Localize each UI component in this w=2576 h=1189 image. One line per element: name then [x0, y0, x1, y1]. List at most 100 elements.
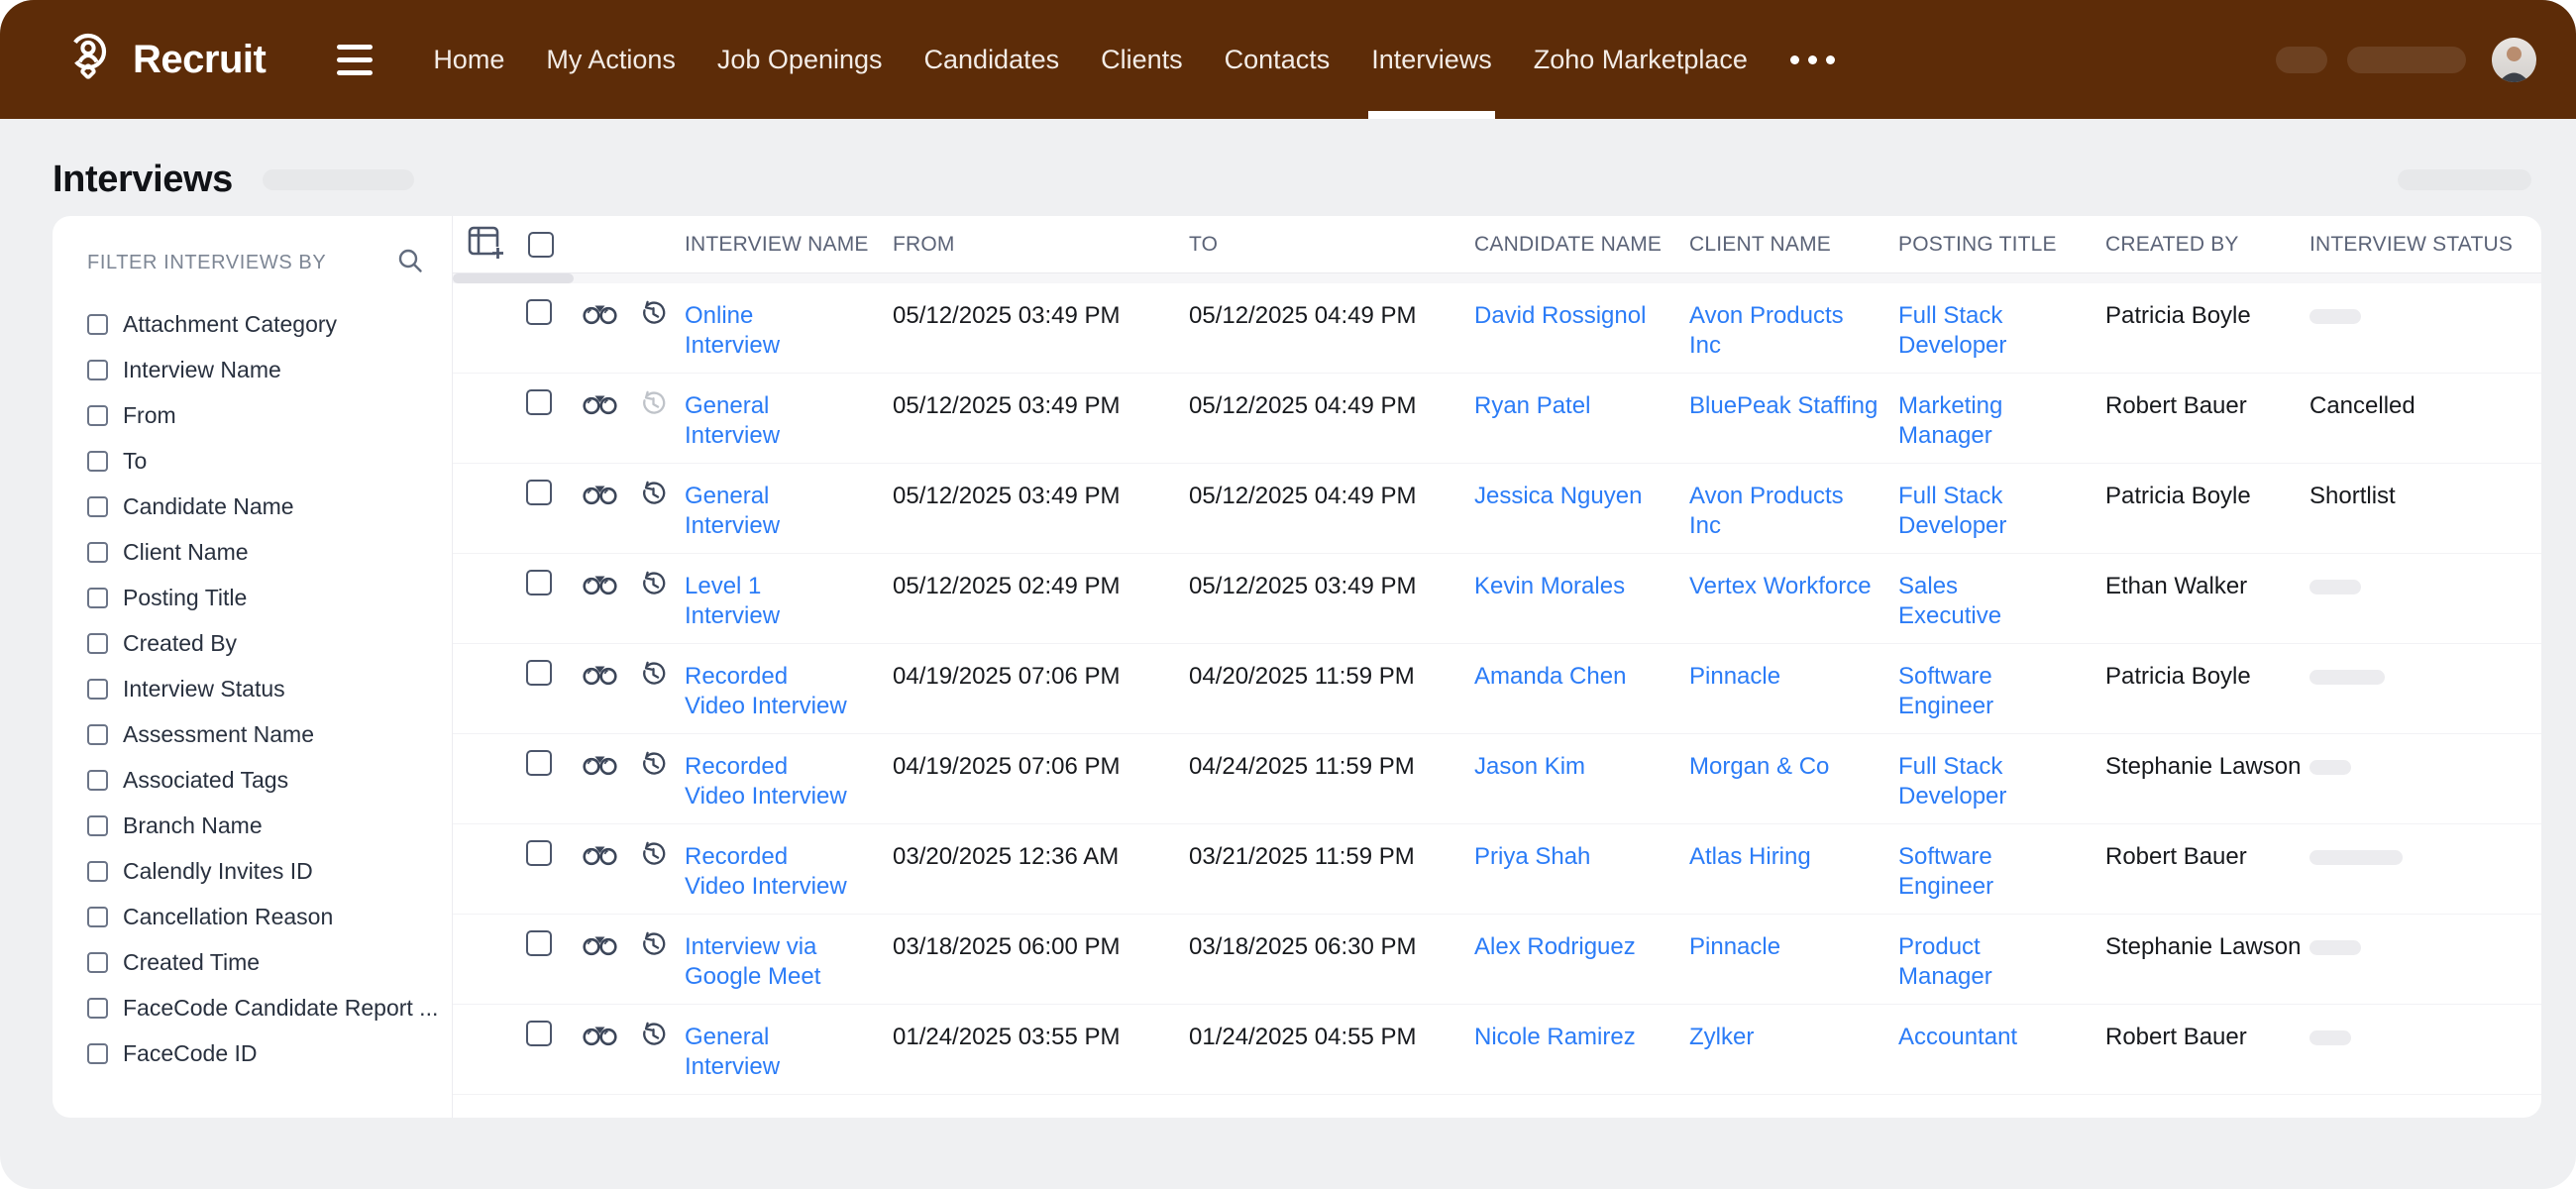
select-all-checkbox[interactable] [528, 231, 554, 258]
posting-title-link[interactable]: Software Engineer [1898, 843, 1994, 900]
brand[interactable]: Recruit [59, 29, 267, 91]
nav-item-clients[interactable]: Clients [1101, 44, 1183, 74]
client-name[interactable]: Pinnacle [1689, 915, 1898, 1004]
interview-name[interactable]: General Interview [685, 464, 893, 553]
candidate-name-link[interactable]: David Rossignol [1474, 302, 1647, 329]
client-name[interactable]: Pinnacle [1689, 644, 1898, 733]
interview-name[interactable]: Interview via Google Meet [685, 915, 893, 1004]
interview-name[interactable]: Recorded Video Interview [685, 734, 893, 823]
candidate-name[interactable]: Jessica Nguyen [1474, 464, 1689, 553]
checkbox[interactable] [87, 860, 108, 882]
filter-item-assessment-name[interactable]: Assessment Name [87, 711, 424, 757]
row-checkbox[interactable] [526, 1021, 552, 1046]
interview-name-link[interactable]: Online Interview [685, 302, 781, 359]
candidate-name-link[interactable]: Jessica Nguyen [1474, 483, 1643, 509]
posting-title[interactable]: Accountant [1898, 1005, 2105, 1094]
preview-binoculars-icon[interactable] [582, 752, 618, 782]
row-checkbox[interactable] [526, 840, 552, 866]
preview-binoculars-icon[interactable] [582, 842, 618, 872]
filter-item-facecode-id[interactable]: FaceCode ID [87, 1030, 424, 1076]
checkbox[interactable] [87, 359, 108, 380]
checkbox[interactable] [87, 632, 108, 654]
posting-title-link[interactable]: Full Stack Developer [1898, 302, 2007, 359]
checkbox[interactable] [87, 404, 108, 426]
filter-item-created-time[interactable]: Created Time [87, 939, 424, 985]
history-icon[interactable] [640, 571, 667, 602]
posting-title-link[interactable]: Full Stack Developer [1898, 483, 2007, 539]
interview-name-link[interactable]: General Interview [685, 1024, 781, 1080]
candidate-name-link[interactable]: Nicole Ramirez [1474, 1024, 1636, 1050]
nav-item-interviews[interactable]: Interviews [1350, 0, 1513, 119]
client-name-link[interactable]: Atlas Hiring [1689, 843, 1811, 870]
candidate-name-link[interactable]: Alex Rodriguez [1474, 933, 1636, 960]
interview-name-link[interactable]: General Interview [685, 483, 781, 539]
posting-title[interactable]: Sales Executive [1898, 554, 2105, 643]
history-icon[interactable] [640, 481, 667, 512]
candidate-name[interactable]: Jason Kim [1474, 734, 1689, 823]
posting-title-link[interactable]: Accountant [1898, 1024, 2018, 1050]
client-name-link[interactable]: Avon Products Inc [1689, 302, 1844, 359]
preview-binoculars-icon[interactable] [582, 1023, 618, 1052]
column-header-interview-name[interactable]: INTERVIEW NAME [685, 232, 869, 256]
client-name-link[interactable]: Zylker [1689, 1024, 1755, 1050]
posting-title[interactable]: Software Engineer [1898, 824, 2105, 914]
column-header-created-by[interactable]: CREATED BY [2105, 232, 2239, 256]
row-checkbox[interactable] [526, 660, 552, 686]
filter-item-calendly-invites-id[interactable]: Calendly Invites ID [87, 848, 424, 894]
checkbox[interactable] [87, 951, 108, 973]
filter-item-from[interactable]: From [87, 392, 424, 438]
preview-binoculars-icon[interactable] [582, 482, 618, 511]
row-checkbox[interactable] [526, 750, 552, 776]
interview-name-link[interactable]: General Interview [685, 392, 781, 449]
history-icon[interactable] [640, 751, 667, 783]
checkbox[interactable] [87, 769, 108, 791]
posting-title[interactable]: Software Engineer [1898, 644, 2105, 733]
user-avatar[interactable] [2492, 37, 2536, 82]
history-icon[interactable] [640, 390, 667, 422]
client-name[interactable]: Morgan & Co [1689, 734, 1898, 823]
candidate-name-link[interactable]: Kevin Morales [1474, 573, 1626, 599]
checkbox[interactable] [87, 814, 108, 836]
history-icon[interactable] [640, 300, 667, 332]
preview-binoculars-icon[interactable] [582, 301, 618, 331]
checkbox[interactable] [87, 313, 108, 335]
filter-item-branch-name[interactable]: Branch Name [87, 803, 424, 848]
interview-name[interactable]: Online Interview [685, 283, 893, 373]
nav-item-contacts[interactable]: Contacts [1224, 44, 1331, 74]
posting-title-link[interactable]: Marketing Manager [1898, 392, 2003, 449]
client-name[interactable]: Avon Products Inc [1689, 283, 1898, 373]
column-header-candidate-name[interactable]: CANDIDATE NAME [1474, 232, 1663, 256]
filter-item-interview-status[interactable]: Interview Status [87, 666, 424, 711]
row-checkbox[interactable] [526, 930, 552, 956]
candidate-name[interactable]: David Rossignol [1474, 283, 1689, 373]
interview-name-link[interactable]: Interview via Google Meet [685, 933, 821, 990]
client-name-link[interactable]: Pinnacle [1689, 933, 1781, 960]
preview-binoculars-icon[interactable] [582, 391, 618, 421]
filter-item-client-name[interactable]: Client Name [87, 529, 424, 575]
client-name-link[interactable]: Vertex Workforce [1689, 573, 1872, 599]
candidate-name-link[interactable]: Jason Kim [1474, 753, 1586, 780]
history-icon[interactable] [640, 661, 667, 693]
row-checkbox[interactable] [526, 570, 552, 595]
horizontal-scrollbar[interactable] [453, 273, 2541, 283]
row-checkbox[interactable] [526, 299, 552, 325]
nav-item-zoho-marketplace[interactable]: Zoho Marketplace [1533, 44, 1748, 74]
history-icon[interactable] [640, 1022, 667, 1053]
candidate-name[interactable]: Amanda Chen [1474, 644, 1689, 733]
nav-item-candidates[interactable]: Candidates [923, 44, 1060, 74]
nav-more-ellipsis-icon[interactable] [1789, 54, 1835, 64]
candidate-name[interactable]: Kevin Morales [1474, 554, 1689, 643]
checkbox[interactable] [87, 495, 108, 517]
filter-item-associated-tags[interactable]: Associated Tags [87, 757, 424, 803]
posting-title-link[interactable]: Sales Executive [1898, 573, 2002, 629]
client-name-link[interactable]: BluePeak Staffing [1689, 392, 1878, 419]
candidate-name-link[interactable]: Priya Shah [1474, 843, 1591, 870]
client-name-link[interactable]: Avon Products Inc [1689, 483, 1844, 539]
posting-title[interactable]: Full Stack Developer [1898, 734, 2105, 823]
client-name[interactable]: BluePeak Staffing [1689, 374, 1898, 463]
posting-title[interactable]: Marketing Manager [1898, 374, 2105, 463]
search-icon[interactable] [396, 247, 424, 279]
filter-item-attachment-category[interactable]: Attachment Category [87, 301, 424, 347]
interview-name-link[interactable]: Recorded Video Interview [685, 753, 847, 810]
preview-binoculars-icon[interactable] [582, 662, 618, 692]
